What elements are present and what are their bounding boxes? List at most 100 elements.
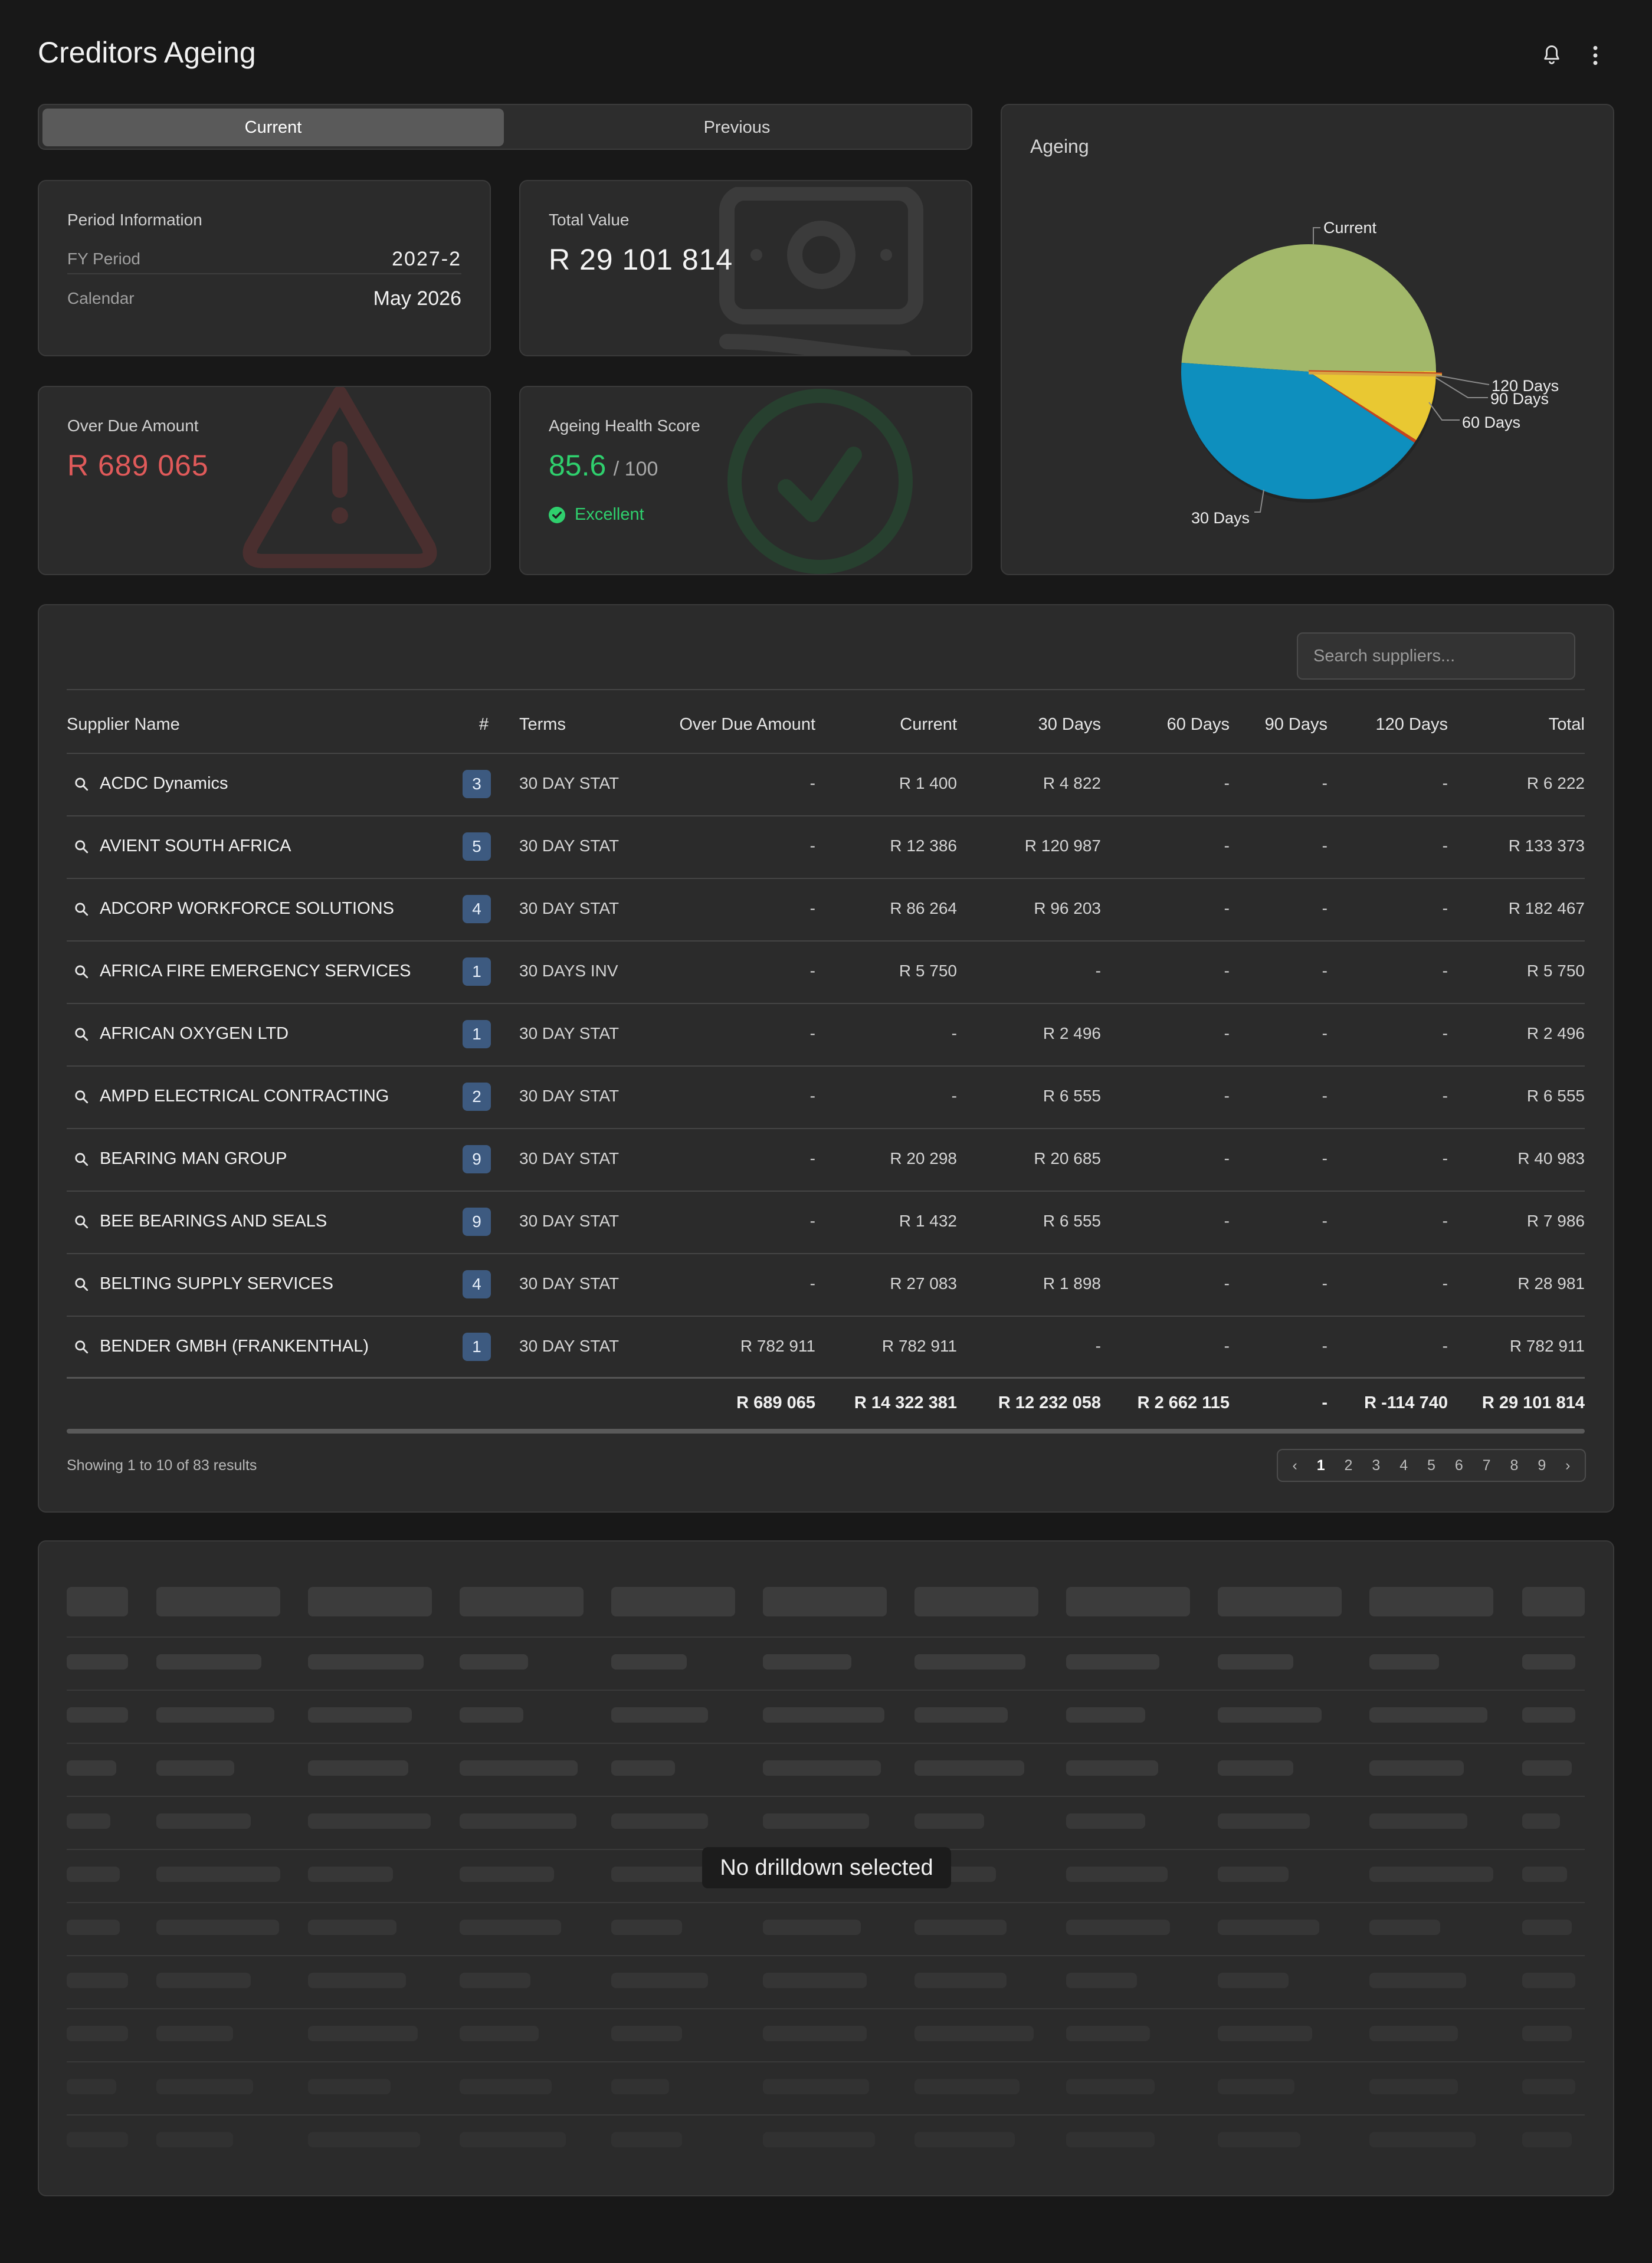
skeleton-header (156, 1587, 280, 1616)
search-icon[interactable] (74, 1026, 89, 1042)
supplier-name[interactable]: BEE BEARINGS AND SEALS (100, 1212, 327, 1231)
invoice-count-badge[interactable]: 4 (463, 1270, 491, 1298)
more-options-button[interactable] (1578, 38, 1613, 73)
supplier-name[interactable]: ADCORP WORKFORCE SOLUTIONS (100, 899, 394, 918)
pie-slice-90-days[interactable] (1308, 371, 1443, 377)
page-2[interactable]: 2 (1344, 1457, 1353, 1474)
page-7[interactable]: 7 (1482, 1457, 1491, 1474)
prev-page-icon[interactable]: ‹ (1292, 1457, 1297, 1474)
search-icon[interactable] (74, 1277, 89, 1292)
skeleton-cell (156, 1813, 251, 1829)
skeleton-cell (1218, 1654, 1293, 1670)
supplier-name[interactable]: AFRICAN OXYGEN LTD (100, 1024, 289, 1043)
cell-d120: - (1442, 1274, 1448, 1293)
row-divider (67, 1190, 1585, 1192)
invoice-count-badge[interactable]: 4 (463, 895, 491, 923)
search-icon[interactable] (74, 776, 89, 792)
pie-slice-current[interactable] (1181, 244, 1436, 372)
cell-d120: - (1442, 1212, 1448, 1230)
pie-slice-60-days[interactable] (1309, 371, 1436, 440)
invoice-count-badge[interactable]: 9 (463, 1208, 491, 1236)
cell-d90: - (1322, 1212, 1328, 1230)
supplier-search-input[interactable]: Search suppliers... (1297, 632, 1575, 680)
next-page-icon[interactable]: › (1565, 1457, 1571, 1474)
skeleton-cell (460, 1654, 528, 1670)
skeleton-cell (67, 1920, 120, 1935)
skeleton-cell (1066, 2026, 1150, 2041)
page-3[interactable]: 3 (1372, 1457, 1381, 1474)
invoice-count-badge[interactable]: 9 (463, 1145, 491, 1173)
page-9[interactable]: 9 (1538, 1457, 1546, 1474)
col-supplier-name[interactable]: Supplier Name (67, 715, 180, 734)
search-icon[interactable] (74, 1339, 89, 1354)
cell-d120: - (1442, 962, 1448, 980)
page-5[interactable]: 5 (1427, 1457, 1435, 1474)
cell-d30: R 2 496 (1043, 1024, 1101, 1042)
col-60-days[interactable]: 60 Days (1166, 715, 1230, 734)
cell-d120: - (1442, 837, 1448, 855)
cell-overdue: - (809, 899, 815, 917)
search-icon[interactable] (74, 1152, 89, 1167)
skeleton-cell (763, 1760, 881, 1776)
fy-period-label: FY Period (67, 250, 140, 268)
totals-divider (67, 1377, 1585, 1379)
supplier-name[interactable]: ACDC Dynamics (100, 774, 228, 793)
supplier-name[interactable]: AFRICA FIRE EMERGENCY SERVICES (100, 962, 411, 980)
search-icon[interactable] (74, 1089, 89, 1104)
col-120-days[interactable]: 120 Days (1375, 715, 1448, 734)
supplier-name[interactable]: AMPD ELECTRICAL CONTRACTING (100, 1087, 389, 1106)
invoice-count-badge[interactable]: 5 (463, 832, 491, 861)
total-current: R 14 322 381 (854, 1393, 957, 1412)
horizontal-scrollbar[interactable] (67, 1429, 1585, 1434)
cell-d30: - (1095, 1337, 1101, 1355)
page-6[interactable]: 6 (1454, 1457, 1463, 1474)
skeleton-cell (914, 1920, 1007, 1935)
search-icon[interactable] (74, 964, 89, 979)
search-icon[interactable] (74, 901, 89, 917)
ageing-health-card: Ageing Health Score 85.6 / 100 Excellent (519, 386, 972, 575)
supplier-name[interactable]: BENDER GMBH (FRANKENTHAL) (100, 1337, 369, 1356)
supplier-name[interactable]: BEARING MAN GROUP (100, 1149, 287, 1168)
cell-current: R 86 264 (890, 899, 957, 917)
terms-cell: 30 DAY STAT (519, 1212, 620, 1230)
page-1[interactable]: 1 (1316, 1457, 1325, 1474)
skeleton-cell (1522, 1867, 1567, 1882)
tab-current[interactable]: Current (42, 109, 504, 146)
skeleton-cell (914, 2132, 1015, 2147)
cell-total: R 133 373 (1508, 837, 1585, 855)
pie-slice-30-days[interactable] (1181, 362, 1415, 500)
supplier-name[interactable]: AVIENT SOUTH AFRICA (100, 837, 291, 855)
invoice-count-badge[interactable]: 1 (463, 957, 491, 986)
col-90-days[interactable]: 90 Days (1264, 715, 1328, 734)
drilldown-empty-message: No drilldown selected (702, 1847, 951, 1888)
cell-d90: - (1322, 837, 1328, 855)
skeleton-cell (763, 1920, 861, 1935)
warning-triangle-icon (242, 387, 437, 568)
invoice-count-badge[interactable]: 3 (463, 770, 491, 798)
invoice-count-badge[interactable]: 2 (463, 1083, 491, 1111)
pie-slice-120-days[interactable] (1309, 372, 1417, 443)
tab-previous[interactable]: Previous (703, 117, 771, 137)
col-30-days[interactable]: 30 Days (1038, 715, 1101, 734)
skeleton-cell (308, 2026, 418, 2041)
search-icon[interactable] (74, 839, 89, 854)
col-terms[interactable]: Terms (519, 715, 566, 734)
col-overdue[interactable]: Over Due Amount (679, 715, 816, 734)
col-current[interactable]: Current (900, 715, 957, 734)
notifications-button[interactable] (1534, 38, 1569, 73)
skeleton-cell (1066, 2132, 1155, 2147)
supplier-name[interactable]: BELTING SUPPLY SERVICES (100, 1274, 333, 1293)
page-8[interactable]: 8 (1510, 1457, 1519, 1474)
cell-total: R 782 911 (1509, 1337, 1585, 1355)
cell-total: R 40 983 (1517, 1149, 1585, 1167)
invoice-count-badge[interactable]: 1 (463, 1333, 491, 1361)
page-4[interactable]: 4 (1399, 1457, 1408, 1474)
col-count[interactable]: # (479, 715, 489, 734)
col-total[interactable]: Total (1548, 715, 1585, 734)
cell-total: R 6 222 (1526, 774, 1585, 792)
search-icon[interactable] (74, 1214, 89, 1229)
calendar-value: May 2026 (373, 287, 461, 310)
skeleton-cell (1218, 2026, 1312, 2041)
invoice-count-badge[interactable]: 1 (463, 1020, 491, 1048)
row-divider (67, 1065, 1585, 1067)
